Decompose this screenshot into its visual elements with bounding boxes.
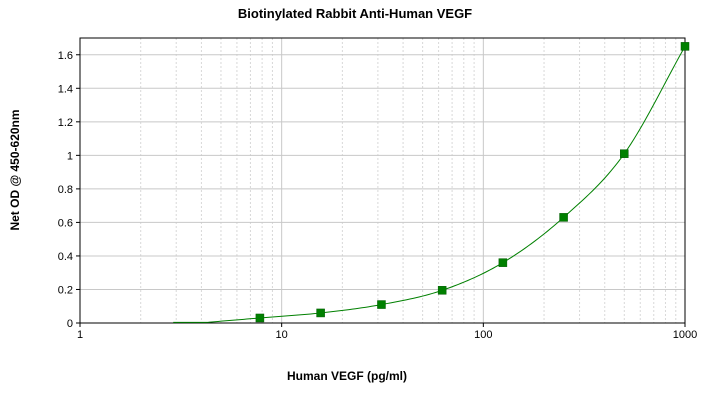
data-point: [620, 149, 629, 158]
y-axis: 0 0.2 0.4 0.6 0.8 1 1.2 1.4 1.6: [58, 50, 80, 330]
y-tick-label: 0.2: [58, 284, 73, 296]
y-tick-label: 1.4: [58, 83, 73, 95]
data-point: [316, 308, 325, 318]
x-axis-label: Human VEGF (pg/ml): [287, 369, 407, 383]
x-tick-label: 10: [276, 329, 288, 341]
y-tick-label: 1: [67, 150, 73, 162]
data-point: [559, 213, 568, 222]
x-tick-label: 1000: [673, 329, 697, 341]
y-tick-label: 0: [67, 318, 73, 330]
chart-title: Biotinylated Rabbit Anti-Human VEGF: [238, 6, 472, 21]
x-tick-label: 100: [474, 329, 492, 341]
y-tick-label: 0.8: [58, 184, 73, 196]
data-points: [255, 42, 690, 323]
x-axis: 1 10 100 1000: [77, 323, 697, 341]
plot-frame: [79, 37, 686, 324]
data-point: [377, 300, 386, 309]
x-tick-label: 1: [77, 329, 83, 341]
y-tick-label: 0.4: [58, 251, 73, 263]
data-point: [680, 42, 690, 51]
y-axis-label: Net OD @ 450-620nm: [8, 109, 22, 230]
y-tick-label: 1.2: [58, 117, 73, 129]
data-point: [498, 258, 508, 267]
grid: [79, 38, 686, 324]
y-tick-label: 0.6: [58, 217, 73, 229]
data-point: [437, 286, 447, 295]
data-point: [255, 313, 265, 323]
y-tick-label: 1.6: [58, 50, 73, 62]
